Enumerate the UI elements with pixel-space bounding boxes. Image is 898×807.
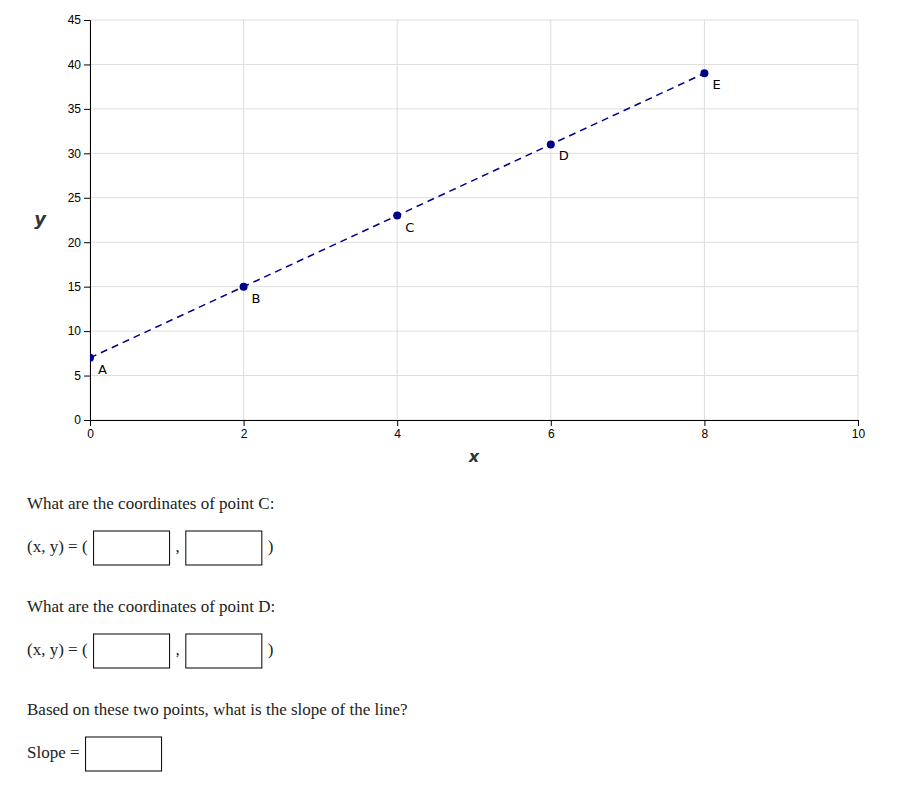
x-tick-mark [244, 420, 245, 426]
y-tick-label: 10 [68, 324, 82, 338]
x-tick: 2 [241, 420, 248, 441]
x-tick: 0 [87, 420, 94, 441]
x-tick-label: 6 [548, 427, 555, 441]
y-tick: 30 [68, 147, 90, 161]
y-tick-label: 30 [68, 147, 82, 161]
y-tick: 5 [74, 369, 90, 383]
x-axis-title: x [468, 447, 480, 466]
grid-line-y [90, 242, 858, 243]
grid-line-x [397, 20, 398, 420]
y-tick-label: 20 [68, 236, 82, 250]
grid-line-y [90, 20, 858, 21]
answer-box [94, 531, 170, 565]
annotation: What are the coordinates of point C: [27, 494, 274, 513]
x-tick-label: 8 [702, 427, 709, 441]
grid-line-y [90, 331, 858, 332]
x-tick: 10 [852, 420, 866, 441]
point-label: D [559, 148, 569, 163]
y-tick-label: 40 [68, 58, 82, 72]
x-tick: 8 [702, 420, 709, 441]
answer-box [186, 531, 262, 565]
line [90, 73, 704, 357]
point-label: A [98, 362, 107, 377]
y-tick-label: 35 [68, 102, 82, 116]
answer-box [186, 634, 262, 668]
marks [90, 69, 708, 361]
x-axis-line [91, 421, 859, 427]
point [90, 354, 94, 362]
point [700, 69, 708, 77]
point-label: C [405, 220, 414, 235]
point-label: B [252, 291, 261, 306]
annotation: ) [268, 537, 274, 556]
y-tick: 40 [68, 58, 90, 72]
plot: 0 2 4 6 8 10 0 5 10 15 20 25 30 35 40 45 A B C D Ex y [34, 13, 865, 466]
y-tick-label: 25 [68, 191, 82, 205]
annotation: (x, y) = ( [27, 537, 88, 556]
grid-line-x [704, 20, 705, 420]
grid-line-x [550, 20, 551, 420]
x-tick-mark [704, 420, 705, 426]
y-tick-mark [84, 376, 90, 377]
x-tick-label: 4 [394, 427, 401, 441]
y-tick-mark [84, 198, 90, 199]
grid [90, 20, 858, 420]
point [393, 212, 401, 220]
point-labels: A B C D E [98, 77, 721, 376]
point [547, 140, 555, 148]
y-tick: 45 [68, 13, 90, 27]
y-tick: 25 [68, 191, 90, 205]
grid-line-x [858, 20, 859, 420]
y-tick-mark [84, 20, 90, 21]
x-tick-mark [397, 420, 398, 426]
y-tick: 15 [68, 280, 90, 294]
chart: 0 2 4 6 8 10 0 5 10 15 20 25 30 35 40 45 A B C D Ex y What are… [0, 0, 898, 807]
annotation: (x, y) = ( [27, 640, 88, 659]
grid-line-y [90, 286, 858, 287]
y-tick: 0 [74, 413, 90, 427]
point [240, 283, 248, 291]
y-axis: 0 5 10 15 20 25 30 35 40 45 [68, 13, 91, 427]
x-tick-mark [858, 420, 859, 426]
x-tick: 6 [548, 420, 555, 441]
annotation: Based on these two points, what is the s… [27, 700, 408, 719]
answer-box [86, 737, 162, 771]
x-tick-label: 0 [87, 427, 94, 441]
y-tick-label: 45 [68, 13, 82, 27]
y-tick-label: 5 [74, 369, 81, 383]
y-tick-mark [84, 287, 90, 288]
y-tick: 20 [68, 236, 90, 250]
annotation: ) [268, 640, 274, 659]
y-tick-label: 0 [74, 413, 81, 427]
point-label: E [712, 77, 720, 92]
y-axis-line [84, 21, 91, 421]
y-tick-mark [84, 64, 90, 65]
grid-line-y [90, 197, 858, 198]
y-tick-mark [84, 331, 90, 332]
annotation: Slope = [27, 743, 80, 762]
grid-line-y [90, 375, 858, 376]
y-tick: 35 [68, 102, 90, 116]
annotation: , [176, 640, 180, 659]
y-tick-label: 15 [68, 280, 82, 294]
x-tick-label: 10 [852, 427, 866, 441]
grid-line-x [243, 20, 244, 420]
x-tick-label: 2 [241, 427, 248, 441]
annotation: , [176, 537, 180, 556]
y-tick-mark [84, 420, 90, 421]
y-axis-title: y [34, 208, 47, 229]
annotation: What are the coordinates of point D: [27, 597, 275, 616]
y-tick-mark [84, 153, 90, 154]
y-tick-mark [84, 109, 90, 110]
x-tick-mark [551, 420, 552, 426]
x-tick: 4 [394, 420, 401, 441]
y-tick: 10 [68, 324, 90, 338]
grid-line-y [90, 64, 858, 65]
grid-line-y [90, 108, 858, 109]
answer-box [94, 634, 170, 668]
questions: What are the coordinates of point C: (x, … [27, 494, 408, 771]
grid-line-y [90, 153, 858, 154]
x-axis: 0 2 4 6 8 10 [87, 420, 865, 441]
y-tick-mark [84, 242, 90, 243]
